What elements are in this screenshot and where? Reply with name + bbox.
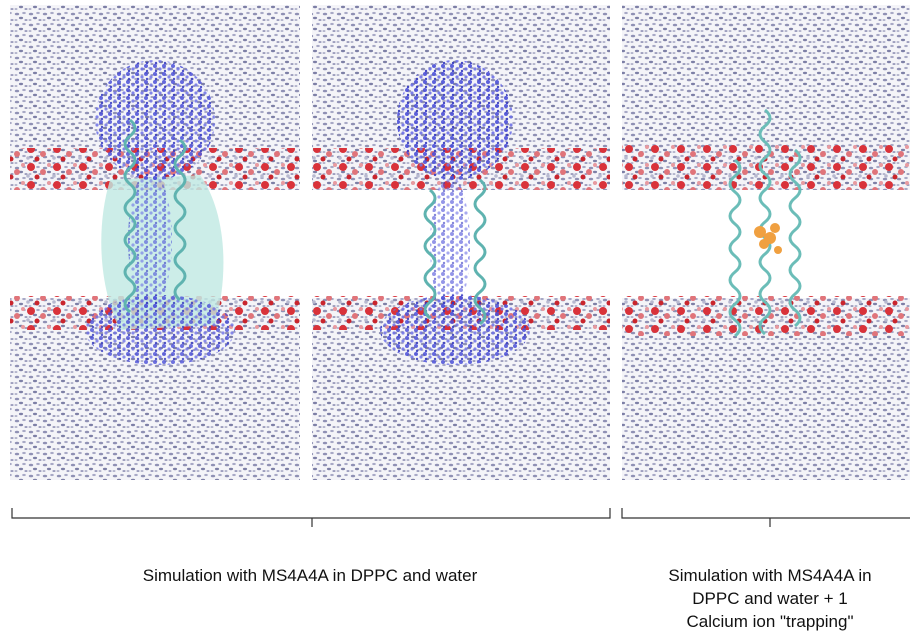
panel-3 [622,5,910,480]
ion-density [380,295,530,365]
panel-1 [10,5,300,480]
ion-density [128,170,172,310]
ion-density [430,175,470,315]
protein [423,178,487,326]
ion-density [397,60,513,180]
ion-density [85,295,235,365]
brackets [11,508,910,527]
caption: Simulation with MS4A4A in DPPC and water [143,566,478,585]
calcium-site [754,223,782,254]
ion-density [95,60,215,180]
panel-2 [312,5,610,480]
caption: Simulation with MS4A4A in [668,566,871,585]
protein [728,108,802,338]
caption: Calcium ion "trapping" [686,612,853,631]
headgroups-top [622,145,910,190]
protein [123,118,187,314]
caption: DPPC and water + 1 [692,589,847,608]
